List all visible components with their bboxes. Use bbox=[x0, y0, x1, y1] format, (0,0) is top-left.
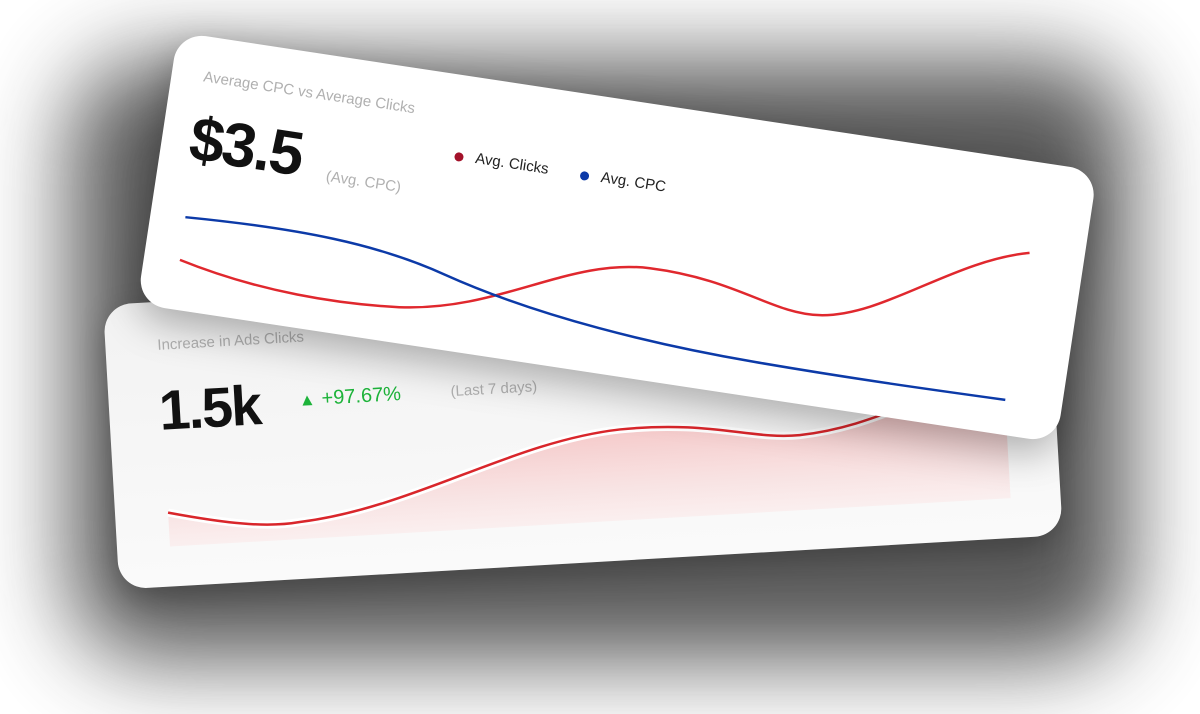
clicks-line bbox=[167, 372, 1004, 526]
change-value: +97.67% bbox=[320, 383, 402, 410]
cpc-line bbox=[185, 215, 1006, 402]
up-arrow: ▲ bbox=[298, 389, 317, 410]
big-value: 1.5k bbox=[157, 373, 262, 442]
legend-dot bbox=[579, 170, 590, 181]
area-chart bbox=[167, 369, 1011, 547]
front-card: Average CPC vs Average Clicks $3.5 (Avg.… bbox=[136, 32, 1098, 443]
legend-dot bbox=[453, 151, 465, 162]
back-card: Increase in Ads Clicks 1.5k ▲ +97.67% (La… bbox=[103, 250, 1063, 590]
line-chart bbox=[179, 215, 1030, 402]
clicks-line bbox=[179, 251, 1030, 317]
area-fill bbox=[168, 373, 1011, 547]
